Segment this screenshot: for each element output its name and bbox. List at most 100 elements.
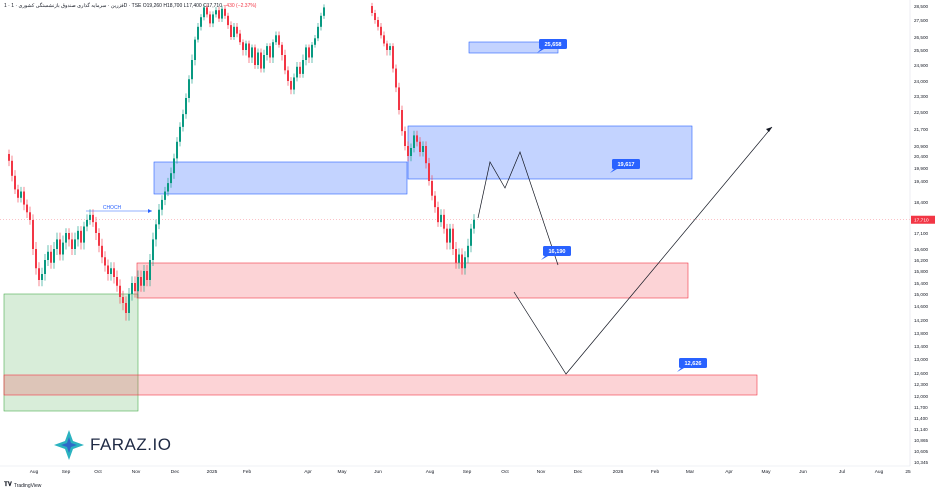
label-19617-box [612, 159, 640, 169]
candle-body [65, 233, 67, 243]
blue-zone-right [407, 125, 693, 180]
candle-body [143, 271, 145, 286]
candle-body [197, 26, 199, 40]
candle-body [215, 10, 217, 15]
y-tick-label: 12,600 [914, 371, 928, 376]
projection-path-2 [513, 126, 773, 375]
candle-body [281, 44, 283, 55]
candle-body [128, 294, 130, 313]
x-tick-label: Jun [799, 469, 807, 475]
candle-body [314, 38, 316, 45]
candle-body [11, 160, 13, 176]
price-change: −430 (−2.37%) [223, 3, 257, 9]
candle-body [53, 249, 55, 263]
candle-body [47, 251, 49, 260]
x-tick-label: Feb [243, 469, 252, 475]
label-16190: 16,190 [548, 249, 565, 255]
candle-body [446, 228, 448, 243]
candle-body [377, 20, 379, 27]
candle-body [254, 47, 256, 65]
y-tick-label: 19,900 [914, 166, 928, 171]
candle-body [188, 79, 190, 98]
label-12626-box [679, 358, 707, 368]
candle-body [179, 126, 181, 142]
candle-body [155, 224, 157, 240]
candle-body [308, 47, 310, 58]
candle-body [218, 10, 220, 19]
y-tick-label: 16,600 [914, 247, 928, 252]
x-tick-label: 2025 [207, 469, 218, 475]
label-16190-box [543, 246, 571, 256]
y-tick-label: 15,400 [914, 281, 928, 286]
candle-body [236, 26, 238, 34]
candle-body [407, 146, 409, 156]
projection-lines [86, 126, 773, 375]
candle-body [80, 230, 82, 243]
x-tick-label: Aug [875, 469, 884, 475]
candle-body [119, 285, 121, 297]
candle-body [464, 257, 466, 269]
x-tick-label: Apr [725, 469, 733, 475]
candle-body [38, 268, 40, 280]
x-tick-label: May [761, 469, 771, 475]
y-tick-label: 25,500 [914, 48, 928, 53]
y-tick-label: 14,200 [914, 318, 928, 323]
candle-body [122, 297, 124, 303]
candle-body [290, 81, 292, 90]
x-tick-label: Jun [374, 469, 382, 475]
candle-body [230, 25, 232, 37]
candle-body [278, 35, 280, 45]
candle-body [17, 189, 19, 198]
candle-body [41, 274, 43, 280]
candle-body [311, 44, 313, 58]
y-tick-label: 16,200 [914, 258, 928, 263]
candle-body [92, 214, 94, 223]
candle-body [182, 114, 184, 127]
red-zone-low [3, 374, 758, 396]
candle-body [299, 66, 301, 74]
candle-body [248, 43, 250, 58]
candle-body [95, 222, 97, 233]
candle-body [44, 260, 46, 274]
candle-body [392, 46, 394, 69]
last-price-label: 17,710 [914, 218, 929, 224]
candle-body [371, 6, 373, 13]
candle-body [185, 98, 187, 115]
candle-body [29, 212, 31, 220]
candle-body [68, 233, 70, 240]
candle-body [440, 214, 442, 223]
tradingview-badge[interactable]: 𝐓𝐕 TradingView [4, 482, 41, 489]
candle-body [140, 277, 142, 286]
candle-body [272, 42, 274, 58]
candle-body [146, 271, 148, 280]
candle-body [149, 260, 151, 280]
candle-body [386, 43, 388, 50]
candle-body [206, 7, 208, 15]
y-tick-label: 27,500 [914, 18, 928, 23]
y-tick-label: 20,900 [914, 144, 928, 149]
y-axis: 28,500 27,500 26,500 25,500 24,900 24,000 23,3… [909, 0, 935, 466]
candle-body [296, 66, 298, 78]
candle-body [125, 303, 127, 313]
y-tick-label: 13,400 [914, 344, 928, 349]
candle-body [260, 52, 262, 69]
label-19617: 19,617 [617, 162, 634, 168]
candle-body [116, 277, 118, 286]
candle-body [455, 249, 457, 263]
x-tick-label: Jul [839, 469, 845, 475]
candle-body [395, 68, 397, 88]
candle-body [380, 26, 382, 36]
candle-body [398, 87, 400, 110]
label-25658-pointer [537, 49, 544, 53]
x-axis: Aug Sep Oct Nov Dec 2025 Feb Apr May Jun Aug Sep Oct… [0, 465, 911, 475]
candles [8, 2, 475, 321]
candle-body [404, 131, 406, 146]
last-price-badge [911, 215, 935, 224]
candle-body [428, 163, 430, 181]
faraz-logo: FARAZ.IO [52, 428, 171, 462]
candle-body [32, 220, 34, 249]
candle-body [413, 135, 415, 148]
candle-body [425, 146, 427, 164]
candle-body [176, 141, 178, 159]
